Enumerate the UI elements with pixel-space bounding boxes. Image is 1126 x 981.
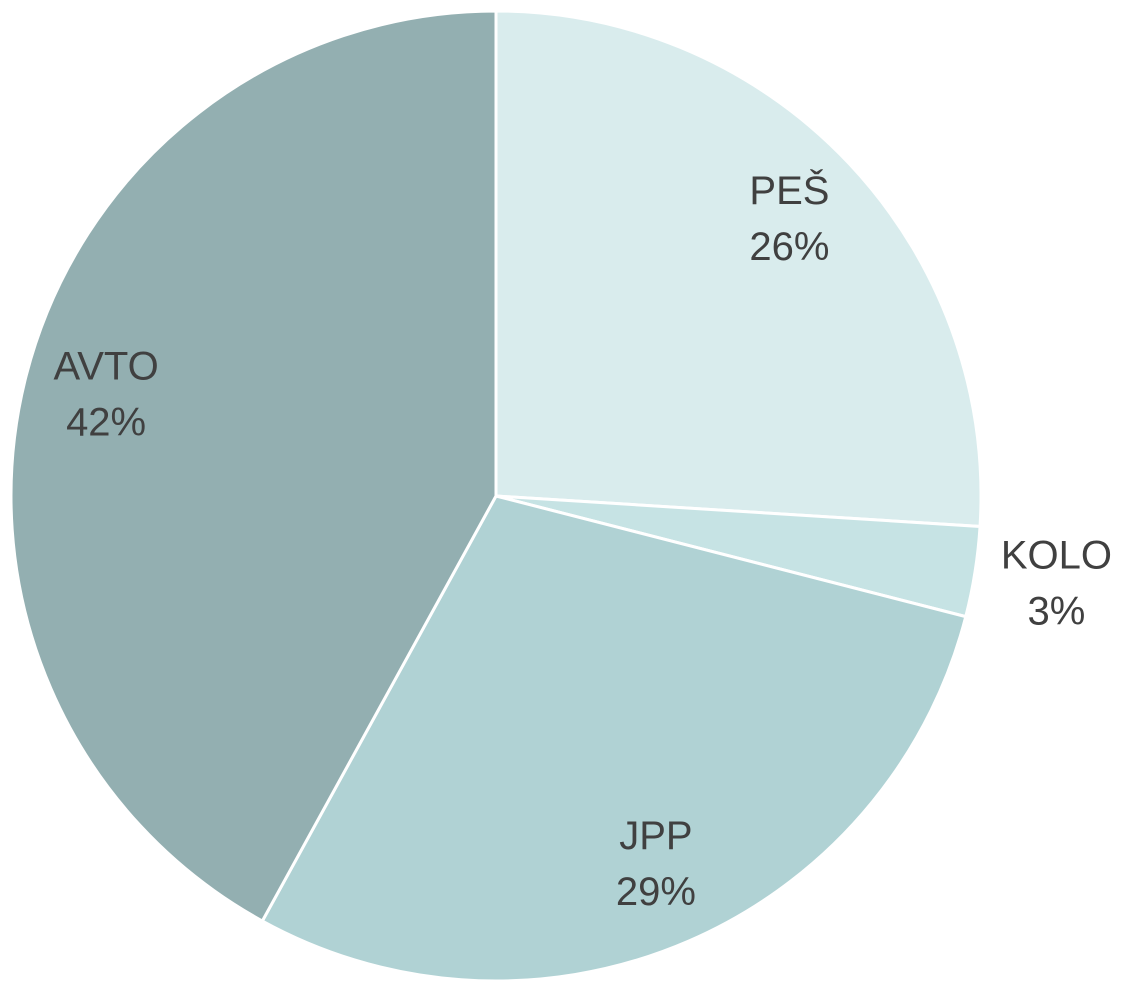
slice-label: KOLO (1001, 533, 1112, 577)
pie-slice (494, 9, 983, 529)
data-label: 26% (749, 225, 829, 269)
data-label: 42% (66, 400, 146, 444)
data-label: 3% (1028, 589, 1086, 633)
data-label: 29% (616, 870, 696, 914)
pie-slice (260, 494, 968, 981)
slice-label: JPP (619, 814, 692, 858)
slice-label: AVTO (53, 344, 158, 388)
slice-label: PEŠ (749, 168, 829, 213)
pie-slice (9, 9, 498, 924)
